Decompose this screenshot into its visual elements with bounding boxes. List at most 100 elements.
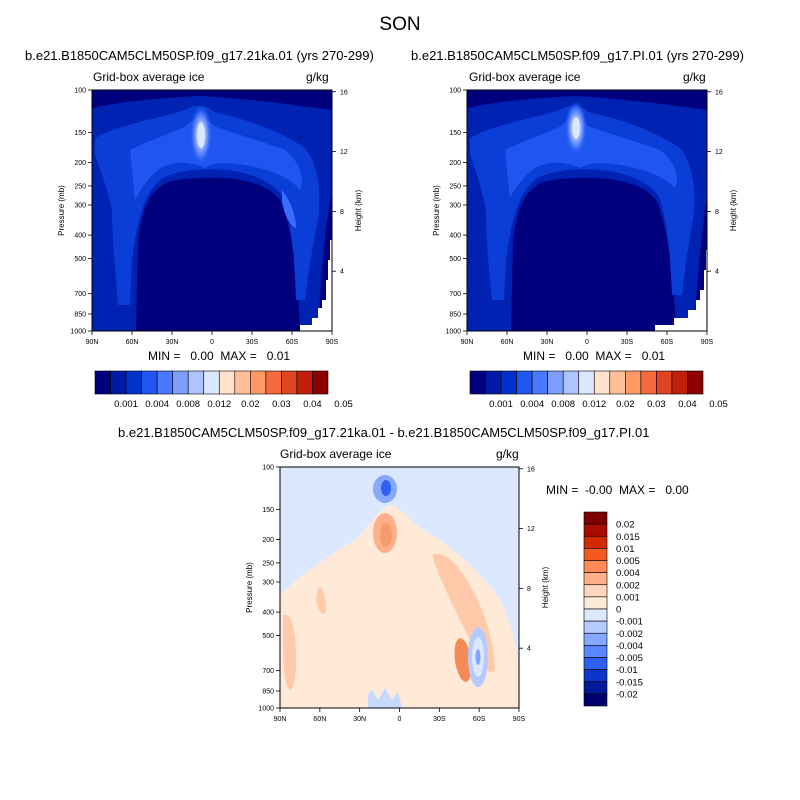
left-contour-0.008 — [130, 117, 302, 200]
left-ytick-label: 700 — [74, 291, 86, 298]
diff-y2tick-label: 16 — [527, 466, 535, 473]
diff-colorbar-box — [583, 669, 608, 683]
right-colorbar-label: 0.03 — [647, 399, 666, 410]
diff-colorbar-label: 0.02 — [616, 520, 635, 531]
right-colorbar-box — [656, 370, 673, 395]
right-ytick-label: 250 — [449, 183, 461, 190]
right-y2tick-label: 8 — [715, 209, 719, 216]
diff-colorbar-box — [583, 681, 608, 695]
right-variable-label: Grid-box average ice — [469, 70, 581, 84]
diff-colorbar-box — [583, 535, 608, 549]
right-ytick-label: 300 — [449, 202, 461, 209]
right-y2tick-label: 4 — [715, 269, 719, 276]
right-xtick-label: 60N — [501, 339, 514, 346]
diff-xtick-label: 90N — [274, 716, 287, 723]
left-ytick-label: 200 — [74, 160, 86, 167]
left-colorbar-label: 0.04 — [303, 399, 322, 410]
left-y2tick-label: 8 — [340, 209, 344, 216]
diff-min-max: MIN = -0.00 MAX = 0.00 — [546, 483, 689, 497]
diff-xtick-label: 30S — [433, 716, 446, 723]
diff-colorbar-label: 0.001 — [616, 592, 640, 603]
right-xtick-label: 60S — [661, 339, 674, 346]
diff-colorbar-label: -0.01 — [616, 665, 638, 676]
right-xtick-label: 90N — [461, 339, 474, 346]
right-colorbar-box — [578, 370, 595, 395]
left-colorbar-label: 0.05 — [334, 399, 353, 410]
diff-panel — [279, 466, 520, 709]
left-xtick-label: 90S — [326, 339, 339, 346]
diff-contour-neg-top-core — [381, 480, 391, 496]
diff-ytick-label: 150 — [262, 507, 274, 514]
right-colorbar-box — [625, 370, 642, 395]
diff-ytick-label: 400 — [262, 610, 274, 617]
colorbar-layer: 0.001 0.004 0.008 0.012 0.02 0.03 0.04 0.05 0.00… — [94, 370, 728, 707]
right-colorbar-box — [500, 370, 517, 395]
right-ytick-label: 1000 — [445, 329, 461, 336]
diff-colorbar-box — [583, 693, 608, 707]
left-panel — [91, 89, 333, 332]
left-min-max: MIN = 0.00 MAX = 0.01 — [148, 349, 291, 363]
diff-y2label: Height (km) — [541, 566, 550, 608]
left-ylabel: Pressure (mb) — [57, 185, 66, 236]
diff-xtick-label: 60N — [313, 716, 326, 723]
diff-ytick-label: 300 — [262, 579, 274, 586]
right-ytick-label: 150 — [449, 130, 461, 137]
diff-colorbar-label: -0.001 — [616, 617, 643, 628]
diff-colorbar-box — [583, 620, 608, 634]
right-panel-title: b.e21.B1850CAM5CLM50SP.f09_g17.PI.01 (yr… — [411, 48, 744, 63]
right-xtick-label: 90S — [701, 339, 714, 346]
right-colorbar-label: 0.04 — [678, 399, 697, 410]
diff-colorbar-box — [583, 584, 608, 598]
left-colorbar-box — [281, 370, 298, 395]
diff-ytick-label: 100 — [262, 465, 274, 472]
diff-colorbar-box — [583, 632, 608, 646]
diff-ytick-label: 1000 — [258, 706, 274, 713]
left-ytick-label: 850 — [74, 311, 86, 318]
diff-ytick-label: 700 — [262, 668, 274, 675]
left-xtick-label: 60N — [126, 339, 139, 346]
left-y2tick-label: 12 — [340, 149, 348, 156]
diff-colorbar-box — [583, 572, 608, 586]
left-variable-label: Grid-box average ice — [93, 70, 205, 84]
diff-colorbar-label: -0.015 — [616, 677, 643, 688]
diff-contour-neg-surface — [368, 688, 402, 708]
right-ytick-label: 200 — [449, 160, 461, 167]
diff-colorbar-label: -0.005 — [616, 653, 643, 664]
right-colorbar-box — [609, 370, 626, 395]
diff-panel-title: b.e21.B1850CAM5CLM50SP.f09_g17.21ka.01 -… — [118, 425, 650, 440]
diff-units-label: g/kg — [496, 447, 519, 461]
right-xtick-label: 30N — [541, 339, 554, 346]
right-colorbar-label: 0.004 — [520, 399, 544, 410]
left-contour-core — [197, 122, 205, 148]
right-topography-mask — [655, 250, 707, 331]
right-axes: 100 150 200 250 300 400 500 700 850 1000 16 12 8 4 90N… — [432, 88, 738, 347]
left-contour-0.012 — [282, 190, 296, 228]
diff-contour-0.004-south — [454, 638, 472, 682]
right-colorbar-label: 0.05 — [709, 399, 728, 410]
right-ytick-label: 100 — [449, 88, 461, 95]
right-colorbar: 0.001 0.004 0.008 0.012 0.02 0.03 0.04 0.05 — [469, 370, 728, 410]
diff-ytick-label: 200 — [262, 537, 274, 544]
diff-ytick-label: 850 — [262, 688, 274, 695]
diff-colorbar-box — [583, 596, 608, 610]
axes-layer: 100 150 200 250 300 400 500 700 850 1000 16 12 8 4 90N… — [57, 88, 738, 724]
diff-colorbar-label: 0.015 — [616, 532, 640, 543]
diff-colorbar-label: 0.002 — [616, 580, 640, 591]
left-colorbar-label: 0.001 — [114, 399, 138, 410]
left-y2tick-label: 16 — [340, 89, 348, 96]
figure-title: SON — [379, 14, 421, 35]
diff-colorbar-box — [583, 548, 608, 561]
left-xtick-label: 30N — [166, 339, 179, 346]
diff-colorbar-label: -0.002 — [616, 629, 643, 640]
left-units-label: g/kg — [306, 70, 329, 84]
left-colorbar-label: 0.008 — [176, 399, 200, 410]
left-ytick-label: 500 — [74, 256, 86, 263]
diff-colorbar-label: -0.02 — [616, 689, 638, 700]
left-colorbar-box — [110, 370, 127, 395]
left-colorbar-box — [203, 370, 220, 395]
right-ylabel: Pressure (mb) — [432, 185, 441, 236]
diff-colorbar-label: -0.004 — [616, 641, 643, 652]
left-colorbar-box — [156, 370, 173, 395]
